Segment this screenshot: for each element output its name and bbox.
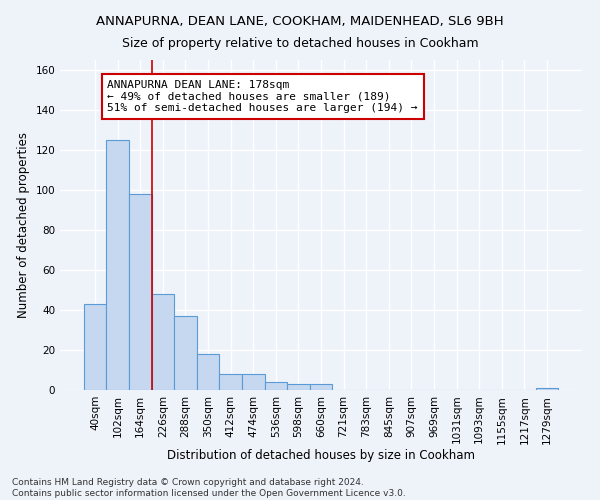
- Bar: [174, 316, 197, 390]
- Text: Contains HM Land Registry data © Crown copyright and database right 2024.
Contai: Contains HM Land Registry data © Crown c…: [12, 478, 406, 498]
- Bar: [84, 304, 106, 390]
- Bar: [242, 374, 265, 390]
- Y-axis label: Number of detached properties: Number of detached properties: [17, 132, 30, 318]
- Bar: [197, 354, 220, 390]
- X-axis label: Distribution of detached houses by size in Cookham: Distribution of detached houses by size …: [167, 449, 475, 462]
- Bar: [536, 388, 558, 390]
- Text: ANNAPURNA, DEAN LANE, COOKHAM, MAIDENHEAD, SL6 9BH: ANNAPURNA, DEAN LANE, COOKHAM, MAIDENHEA…: [96, 15, 504, 28]
- Bar: [106, 140, 129, 390]
- Bar: [152, 294, 174, 390]
- Bar: [220, 374, 242, 390]
- Bar: [287, 384, 310, 390]
- Bar: [129, 194, 152, 390]
- Bar: [310, 384, 332, 390]
- Text: Size of property relative to detached houses in Cookham: Size of property relative to detached ho…: [122, 38, 478, 51]
- Text: ANNAPURNA DEAN LANE: 178sqm
← 49% of detached houses are smaller (189)
51% of se: ANNAPURNA DEAN LANE: 178sqm ← 49% of det…: [107, 80, 418, 113]
- Bar: [265, 382, 287, 390]
